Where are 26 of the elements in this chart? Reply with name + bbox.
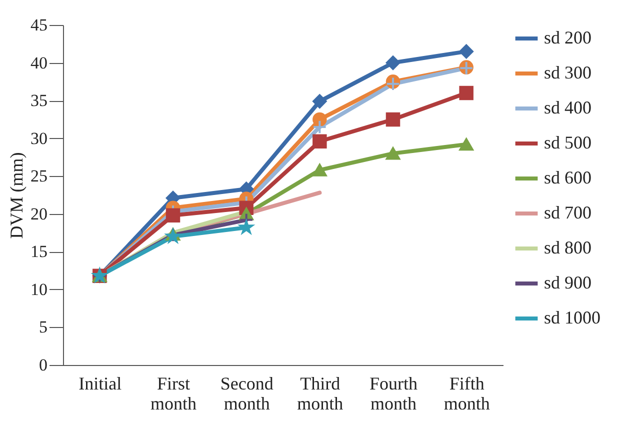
y-tick-label: 45 xyxy=(30,16,48,34)
legend-label: sd 400 xyxy=(544,98,592,118)
y-tick-label: 40 xyxy=(30,53,48,72)
legend-label: sd 300 xyxy=(544,62,592,82)
x-tick-label: Fourth month xyxy=(369,374,418,414)
y-tick-label: 15 xyxy=(30,242,48,262)
x-tick-label: First month xyxy=(150,374,197,414)
x-tick-label: Fifth month xyxy=(444,374,490,414)
x-tick-label: Initial xyxy=(78,374,122,394)
y-tick-label: 20 xyxy=(30,204,48,224)
y-tick-label: 10 xyxy=(30,280,48,299)
y-tick-label: 30 xyxy=(30,128,48,148)
legend-label: sd 600 xyxy=(544,168,592,188)
legend-label: sd 1000 xyxy=(544,308,601,328)
y-axis-title: DVM (mm) xyxy=(6,152,26,239)
x-tick-label: Second month xyxy=(220,374,274,414)
y-tick-label: 25 xyxy=(30,166,48,186)
x-tick-label: Third month xyxy=(297,374,344,414)
y-tick-label: 5 xyxy=(39,318,48,337)
legend-label: sd 800 xyxy=(544,238,592,258)
legend-label: sd 700 xyxy=(544,202,592,222)
y-tick-label: 0 xyxy=(39,356,48,374)
legend-label: sd 500 xyxy=(544,132,592,152)
legend-label: sd 900 xyxy=(544,272,592,292)
y-tick-label: 35 xyxy=(30,91,48,110)
legend-label: sd 200 xyxy=(544,28,592,48)
